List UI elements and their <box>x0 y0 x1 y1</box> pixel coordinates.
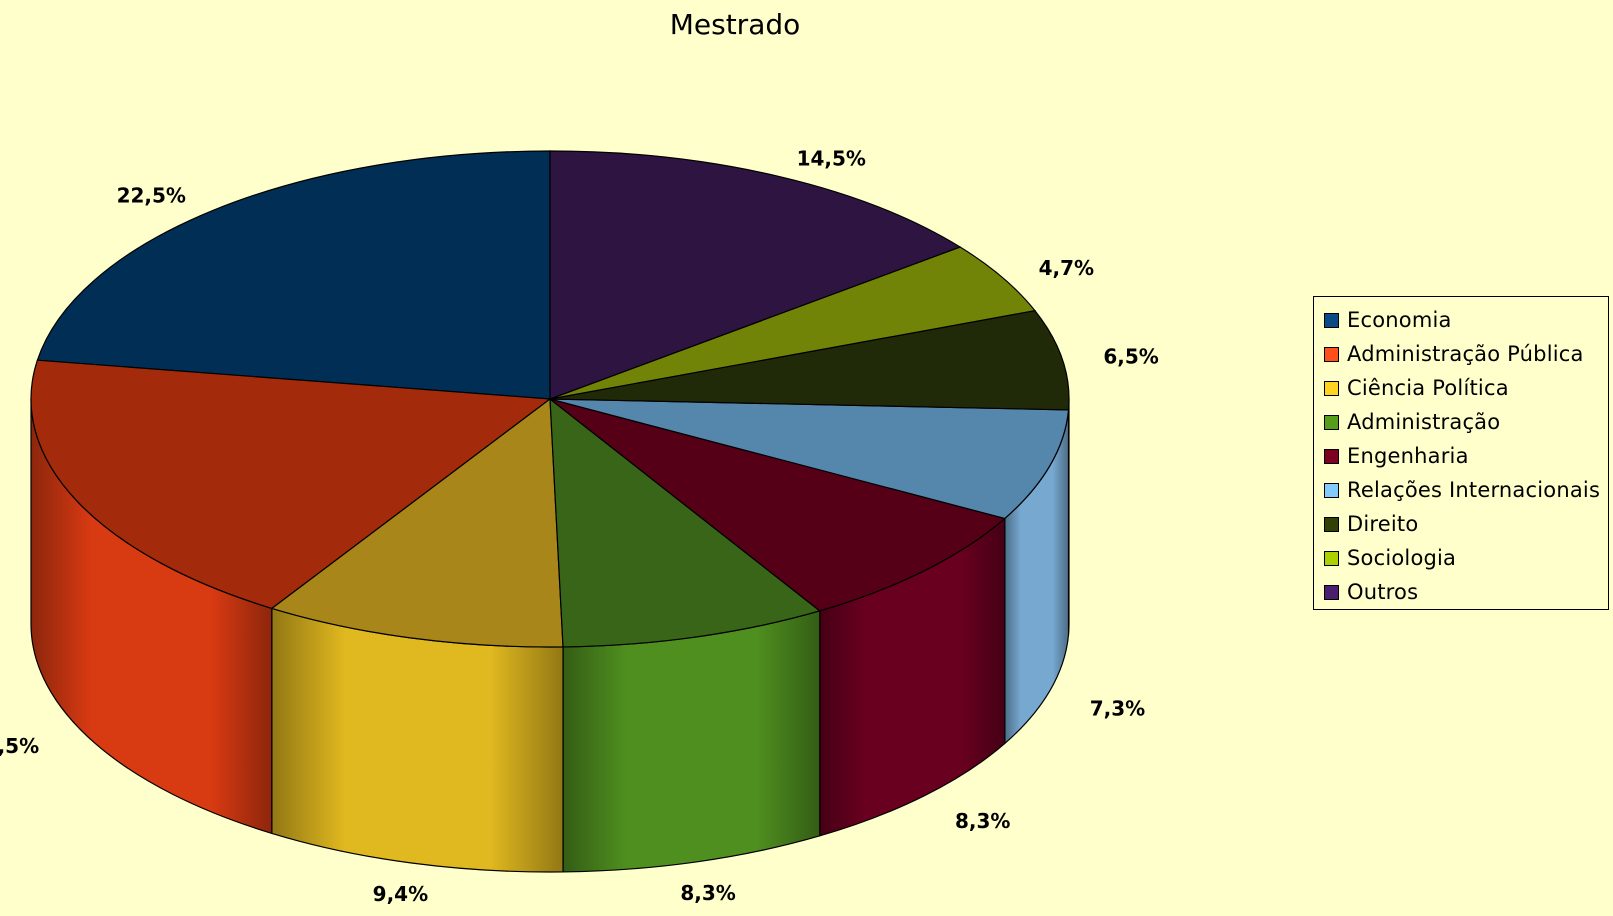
legend-swatch <box>1324 448 1339 464</box>
legend-swatch <box>1324 516 1339 532</box>
pie-side-shading <box>819 518 1005 836</box>
pie-slice-engenharia <box>549 398 1007 612</box>
legend-swatch <box>1324 482 1339 498</box>
legend-item: Economia <box>1324 303 1608 337</box>
data-label: 14,5% <box>797 146 866 170</box>
legend-label: Administração Pública <box>1347 342 1584 366</box>
legend-item: Administração <box>1324 405 1608 439</box>
data-label: 8,3% <box>955 809 1010 833</box>
legend-label: Direito <box>1347 512 1419 536</box>
legend-item: Sociologia <box>1324 541 1608 575</box>
pie-slice-ci-ncia-pol-tica <box>270 397 564 648</box>
data-label: 9,4% <box>373 882 428 906</box>
legend-item: Direito <box>1324 507 1608 541</box>
pie-slice-economia <box>36 150 551 400</box>
legend-label: Sociologia <box>1347 546 1457 570</box>
legend-item: Relações Internacionais <box>1324 473 1608 507</box>
legend-label: Administração <box>1347 410 1501 434</box>
legend-item: Engenharia <box>1324 439 1608 473</box>
legend-label: Engenharia <box>1347 444 1469 468</box>
pie-slice-direito <box>549 309 1070 411</box>
legend-swatch <box>1324 584 1339 600</box>
data-labels: 22,5% 18,5% 9,4% 8,3% 8,3% 7,3% 6,5% 4,7% 14,5% <box>0 146 1159 906</box>
pie-side-shading <box>31 399 272 834</box>
legend-swatch <box>1324 346 1339 362</box>
data-label: 7,3% <box>1090 696 1145 720</box>
legend-swatch <box>1324 312 1339 328</box>
pie-sides <box>30 398 1070 873</box>
pie-slices <box>30 150 1070 648</box>
pie-slice-rela-es-internacionais <box>549 398 1070 520</box>
legend-label: Ciência Política <box>1347 376 1509 400</box>
legend-swatch <box>1324 414 1339 430</box>
data-label: 8,3% <box>680 881 735 905</box>
legend: Economia Administração Pública Ciência P… <box>1313 296 1609 610</box>
pie-side-shading <box>1004 409 1069 744</box>
data-label: 4,7% <box>1039 256 1094 280</box>
legend-item: Ciência Política <box>1324 371 1608 405</box>
legend-label: Economia <box>1347 308 1452 332</box>
pie-slice-administra-o-p-blica <box>30 359 552 610</box>
pie-slice-administra-o <box>549 397 822 648</box>
chart-title: Mestrado <box>670 8 801 41</box>
legend-swatch <box>1324 380 1339 396</box>
data-label: 18,5% <box>0 734 39 758</box>
pie-slice-outros <box>549 150 962 400</box>
legend-item: Outros <box>1324 575 1608 609</box>
legend-swatch <box>1324 550 1339 566</box>
legend-item: Administração Pública <box>1324 337 1608 371</box>
legend-label: Relações Internacionais <box>1347 478 1601 502</box>
pie-side-shading <box>563 610 820 872</box>
pie-side-shading <box>271 608 564 872</box>
legend-label: Outros <box>1347 580 1419 604</box>
data-label: 6,5% <box>1103 344 1158 368</box>
pie-slice-sociologia <box>549 246 1037 400</box>
data-label: 22,5% <box>117 183 186 207</box>
